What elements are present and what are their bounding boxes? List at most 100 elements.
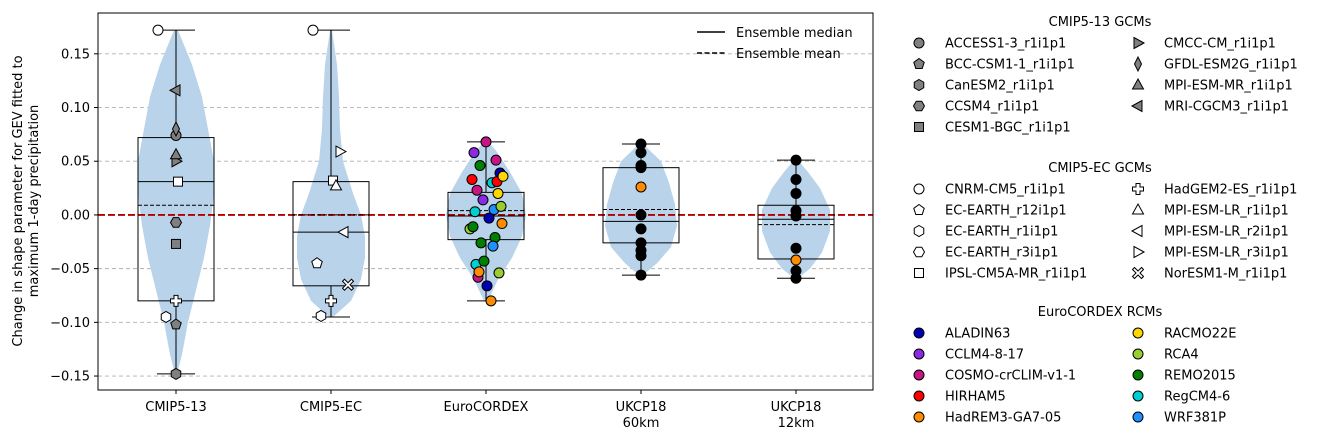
data-point — [466, 173, 478, 185]
data-point-shape — [790, 242, 802, 254]
legend-marker-shape — [913, 411, 925, 423]
data-point — [473, 266, 485, 278]
data-point — [471, 184, 483, 196]
legend-marker-shape — [1130, 224, 1143, 238]
x-tick-label: EuroCORDEX — [444, 400, 529, 415]
data-point-shape — [475, 237, 487, 249]
data-point-shape — [478, 255, 490, 267]
data-point — [477, 194, 489, 206]
data-point — [173, 176, 183, 187]
x-tick-label: CMIP5-13 — [145, 400, 206, 415]
data-point-shape — [635, 269, 647, 281]
data-point-shape — [325, 294, 337, 307]
legend-marker-shape — [1133, 36, 1146, 50]
data-point — [790, 154, 802, 166]
data-point — [171, 120, 181, 138]
data-point-shape — [341, 278, 355, 291]
data-point-shape — [477, 194, 489, 206]
legend-marker-shape — [1132, 390, 1144, 402]
legend-item-label: WRF381P — [1164, 411, 1226, 426]
plot-area: −0.15 −0.10 −0.05 0.00 0.05 0.10 0.15 CMIP5-13 C… — [11, 12, 874, 431]
data-point-shape — [329, 178, 343, 191]
legend-marker — [912, 246, 926, 258]
legend-item-label: RegCM4-6 — [1164, 390, 1230, 405]
legend-marker-shape — [1132, 348, 1144, 360]
data-point — [635, 162, 647, 174]
legend-marker — [914, 122, 924, 132]
data-point — [170, 294, 182, 307]
data-point-shape — [311, 257, 323, 269]
data-point-shape — [635, 250, 647, 262]
data-point — [171, 238, 181, 249]
data-point — [635, 269, 647, 281]
x-tick-label: CMIP5-EC — [300, 400, 362, 415]
legend-marker — [913, 224, 925, 238]
data-point — [492, 187, 504, 199]
legend-marker — [1130, 224, 1143, 238]
data-point — [485, 295, 497, 307]
data-point-shape — [471, 184, 483, 196]
data-point-shape — [481, 280, 493, 292]
legend-item-label: CNRM-CM5_r1i1p1 — [945, 183, 1066, 198]
data-point-shape — [168, 83, 181, 97]
data-point — [336, 225, 349, 239]
data-point-shape — [480, 136, 492, 148]
data-point — [635, 223, 647, 235]
data-point — [468, 147, 480, 159]
y-tick-label: −0.10 — [50, 316, 90, 331]
legend-group-title: EuroCORDEX RCMs — [1038, 305, 1163, 320]
legend-marker-shape — [1132, 369, 1144, 381]
data-point-shape — [635, 181, 647, 193]
data-point-shape — [315, 309, 327, 322]
legend-item-label: MPI-ESM-LR_r3i1p1 — [1164, 246, 1289, 261]
legend-marker — [913, 390, 925, 402]
data-point-shape — [790, 272, 802, 284]
data-point-shape — [336, 225, 349, 239]
data-point — [311, 257, 323, 269]
x-tick-label: UKCP18 — [771, 400, 822, 415]
legend-item-label: BCC-CSM1-1_r1i1p1 — [945, 58, 1075, 73]
legend-marker — [1132, 327, 1144, 339]
y-tick-label: −0.15 — [50, 370, 90, 385]
data-point-shape — [170, 367, 182, 380]
data-point-shape — [171, 238, 181, 249]
legend-item-label: HIRHAM5 — [945, 390, 1006, 405]
legend-marker-shape — [1133, 55, 1143, 73]
data-point — [152, 24, 164, 36]
legend-marker — [1132, 390, 1144, 402]
legend-group-title: CMIP5-13 GCMs — [1049, 15, 1152, 30]
data-point-shape — [635, 162, 647, 174]
y-axis-label: Change in shape parameter for GEV fitted… — [11, 55, 42, 346]
legend-marker-shape — [913, 224, 925, 238]
data-point-shape — [487, 240, 499, 252]
legend: CMIP5-13 GCMs ACCESS1-3_r1i1p1 BCC-CSM1-1_… — [912, 15, 1298, 426]
legend-marker — [913, 78, 925, 92]
data-point-shape — [170, 294, 182, 307]
data-point-shape — [169, 147, 183, 160]
legend-marker — [1133, 55, 1143, 73]
x-tick-label: 60km — [623, 416, 660, 431]
legend-item-label: EC-EARTH_r12i1p1 — [945, 204, 1067, 219]
data-point-shape — [469, 206, 481, 218]
legend-marker-shape — [913, 37, 925, 49]
data-point-shape — [171, 120, 181, 138]
legend-marker-shape — [1132, 327, 1144, 339]
legend-marker — [1132, 348, 1144, 360]
data-point-shape — [473, 266, 485, 278]
data-point-shape — [493, 267, 505, 279]
legend-item-label: ACCESS1-3_r1i1p1 — [945, 37, 1066, 52]
legend-marker — [1131, 266, 1145, 280]
legend-marker — [913, 203, 925, 215]
violin-0 — [138, 30, 214, 376]
legend-item-label: CCSM4_r1i1p1 — [945, 100, 1039, 115]
y-axis-label-line: maximum 1-day precipitation — [27, 105, 42, 298]
data-point — [335, 145, 348, 158]
legend-item-label: CanESM2_r1i1p1 — [945, 79, 1055, 94]
legend-item-label: RCA4 — [1164, 348, 1199, 363]
legend-marker — [1130, 99, 1143, 113]
data-point — [169, 147, 183, 160]
data-point — [469, 206, 481, 218]
legend-marker-shape — [914, 268, 924, 278]
data-point-shape — [790, 173, 802, 185]
legend-item-label: MRI-CGCM3_r1i1p1 — [1164, 100, 1289, 115]
